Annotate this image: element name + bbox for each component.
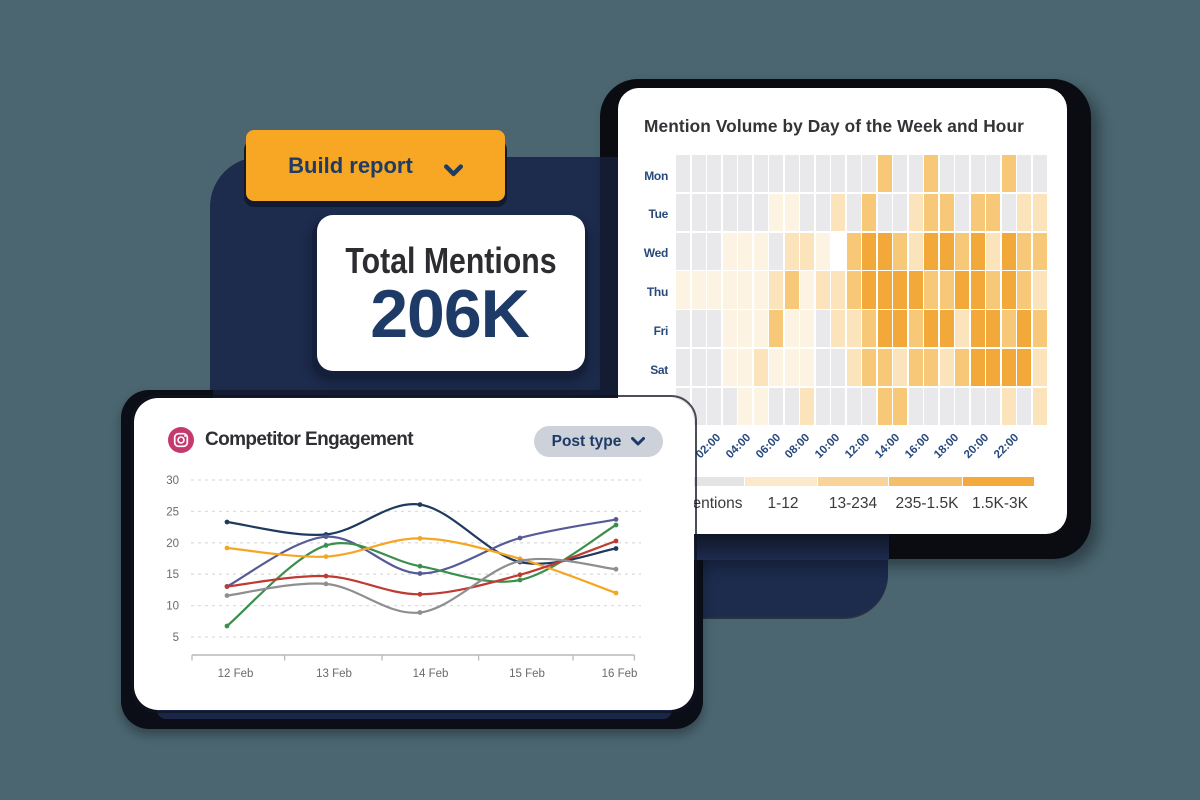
svg-text:16 Feb: 16 Feb — [602, 668, 638, 680]
svg-text:5: 5 — [173, 632, 179, 644]
svg-text:30: 30 — [166, 475, 179, 487]
svg-text:12 Feb: 12 Feb — [218, 668, 254, 680]
svg-text:13 Feb: 13 Feb — [316, 668, 352, 680]
svg-text:14 Feb: 14 Feb — [413, 668, 449, 680]
svg-text:15: 15 — [166, 569, 179, 581]
svg-text:15 Feb: 15 Feb — [509, 668, 545, 680]
svg-text:20: 20 — [166, 538, 179, 550]
svg-text:10: 10 — [166, 601, 179, 613]
svg-text:25: 25 — [166, 506, 179, 518]
